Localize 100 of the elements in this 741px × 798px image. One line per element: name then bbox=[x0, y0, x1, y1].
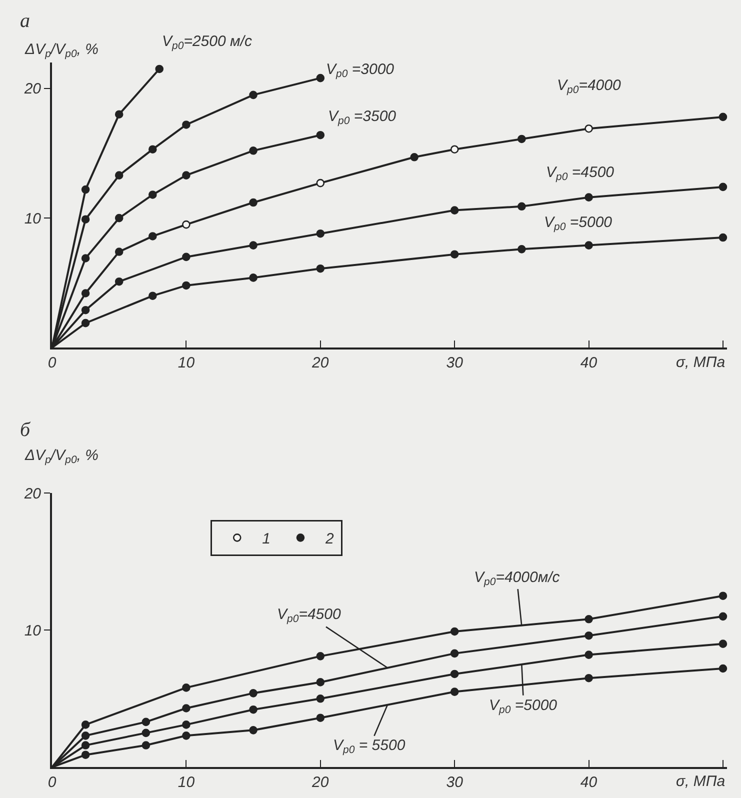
point bbox=[148, 292, 157, 300]
annotation: V$_{p0}$ =4500 bbox=[546, 164, 615, 184]
point bbox=[114, 110, 124, 119]
point bbox=[584, 631, 593, 640]
point bbox=[182, 732, 190, 740]
x-axis-title: σ, МПа bbox=[676, 773, 726, 790]
legend-label: 2 bbox=[324, 530, 334, 548]
point bbox=[182, 720, 190, 729]
point bbox=[718, 592, 728, 600]
point bbox=[155, 64, 164, 74]
point bbox=[316, 694, 325, 703]
x-tick-label: 30 bbox=[446, 354, 464, 372]
point bbox=[182, 120, 190, 129]
point bbox=[316, 678, 325, 686]
point bbox=[81, 750, 90, 759]
point bbox=[584, 193, 593, 202]
point bbox=[584, 124, 593, 133]
x-tick-label: 40 bbox=[580, 774, 598, 792]
point bbox=[249, 726, 258, 734]
point bbox=[450, 206, 459, 214]
point bbox=[182, 684, 190, 692]
point bbox=[584, 241, 593, 250]
point bbox=[148, 190, 157, 199]
point bbox=[316, 652, 325, 660]
point bbox=[718, 233, 728, 242]
point bbox=[81, 254, 90, 262]
point bbox=[148, 145, 157, 154]
point bbox=[518, 134, 526, 144]
annotation: V$_{p0}$=2500 м/с bbox=[162, 33, 252, 52]
x-tick-label: 30 bbox=[446, 774, 464, 792]
point bbox=[450, 627, 459, 636]
point bbox=[114, 248, 124, 256]
point bbox=[316, 229, 325, 238]
point bbox=[182, 252, 190, 262]
chart-title: а bbox=[20, 10, 30, 32]
point bbox=[182, 281, 190, 290]
point bbox=[316, 178, 325, 188]
point bbox=[142, 718, 150, 726]
point bbox=[182, 704, 190, 712]
legend-label: 1 bbox=[262, 530, 270, 548]
point bbox=[718, 182, 728, 192]
point bbox=[518, 245, 526, 254]
point bbox=[450, 688, 459, 696]
chart-title: б bbox=[20, 419, 31, 441]
annotation: V$_{p0}$ =5000 bbox=[489, 697, 558, 716]
point bbox=[114, 214, 124, 222]
point bbox=[450, 670, 459, 678]
point bbox=[450, 145, 459, 154]
point bbox=[718, 664, 728, 673]
y-tick-label: 20 bbox=[23, 80, 42, 98]
point bbox=[249, 198, 258, 207]
point bbox=[249, 146, 258, 155]
x-tick-label: 0 bbox=[48, 354, 57, 372]
annotation: V$_{p0}$=4500 bbox=[277, 606, 342, 626]
point bbox=[410, 152, 418, 162]
y-tick-label: 10 bbox=[24, 210, 42, 228]
point bbox=[81, 732, 90, 740]
point bbox=[718, 112, 728, 122]
point bbox=[249, 274, 258, 282]
x-tick-label: 10 bbox=[178, 354, 196, 372]
point bbox=[81, 741, 90, 750]
point bbox=[81, 215, 90, 224]
point bbox=[450, 250, 459, 259]
point bbox=[142, 741, 150, 750]
point bbox=[718, 612, 728, 621]
point bbox=[316, 130, 325, 140]
point bbox=[249, 689, 258, 698]
point bbox=[518, 202, 526, 211]
point bbox=[249, 90, 258, 100]
point bbox=[81, 720, 90, 729]
point bbox=[584, 650, 593, 659]
point bbox=[584, 615, 593, 624]
x-tick-label: 20 bbox=[311, 354, 330, 372]
x-tick-label: 20 bbox=[311, 774, 330, 792]
point bbox=[142, 728, 150, 738]
annotation: V$_{p0}$ =5000 bbox=[544, 214, 613, 234]
annotation: V$_{p0}$=4000м/с bbox=[474, 569, 560, 588]
point bbox=[81, 289, 90, 298]
point bbox=[316, 264, 325, 273]
annotation: V$_{p0}$=4000 bbox=[557, 77, 622, 96]
point bbox=[114, 171, 124, 180]
point bbox=[316, 74, 325, 82]
x-tick-label: 0 bbox=[48, 774, 57, 792]
annotation: V$_{p0}$ =3000 bbox=[326, 61, 395, 80]
y-tick-label: 20 bbox=[23, 485, 42, 502]
point bbox=[249, 241, 258, 250]
point bbox=[81, 318, 90, 328]
annotation: V$_{p0}$ =3500 bbox=[328, 108, 397, 128]
y-axis-title: ΔV$_{p}$/V$_{p0}$, % bbox=[24, 447, 98, 466]
point bbox=[182, 220, 190, 229]
point bbox=[450, 649, 459, 658]
point bbox=[81, 306, 90, 314]
point bbox=[316, 714, 325, 722]
point bbox=[114, 277, 124, 286]
x-tick-label: 10 bbox=[178, 774, 196, 792]
point bbox=[718, 640, 728, 648]
x-axis-title: σ, МПа bbox=[676, 354, 726, 371]
y-tick-label: 10 bbox=[24, 622, 42, 640]
point bbox=[81, 185, 90, 194]
y-axis-title: ΔV$_{p}$/V$_{p0}$, % bbox=[24, 41, 98, 60]
